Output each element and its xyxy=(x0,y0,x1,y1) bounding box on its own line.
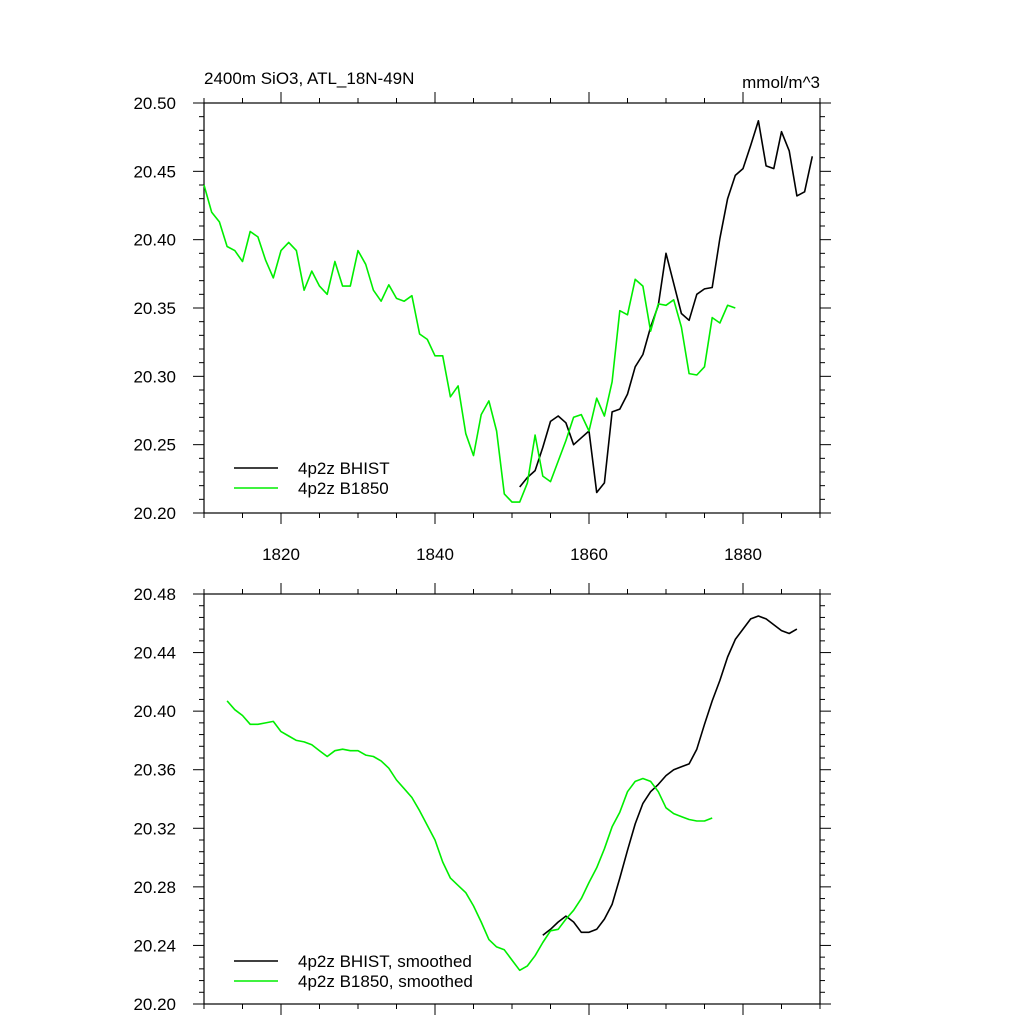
bottom-ytick-label-2: 20.28 xyxy=(133,878,176,897)
top-ytick-label-4: 20.40 xyxy=(133,231,176,250)
bottom-ytick-label-6: 20.44 xyxy=(133,644,176,663)
top-ytick-label-0: 20.20 xyxy=(133,504,176,523)
bottom-ytick-label-4: 20.36 xyxy=(133,761,176,780)
top-xtick-label-1860: 1860 xyxy=(570,545,608,564)
top-xtick-label-1820: 1820 xyxy=(262,545,300,564)
top-ytick-label-3: 20.35 xyxy=(133,299,176,318)
bottom-series-1-line xyxy=(226,700,713,972)
top-ytick-label-2: 20.30 xyxy=(133,367,176,386)
top-xtick-label-1840: 1840 xyxy=(416,545,454,564)
top-legend-label-1: 4p2z B1850 xyxy=(298,479,389,498)
bottom-series-0-line xyxy=(542,615,798,936)
bottom-legend-label-0: 4p2z BHIST, smoothed xyxy=(298,952,472,971)
top-series xyxy=(203,120,814,503)
top-plot-frame xyxy=(203,102,821,514)
top-ytick-label-1: 20.25 xyxy=(133,436,176,455)
bottom-ytick-label-0: 20.20 xyxy=(133,995,176,1014)
bottom-panel: 20.20 20.24 20.28 20.32 20.36 20.40 20.44 20.48… xyxy=(133,583,831,1015)
top-xtick-label-1880: 1880 xyxy=(724,545,762,564)
top-ytick-label-6: 20.50 xyxy=(133,94,176,113)
bottom-ytick-label-7: 20.48 xyxy=(133,585,176,604)
top-title: 2400m SiO3, ATL_18N-49N xyxy=(204,69,414,88)
top-units: mmol/m^3 xyxy=(742,73,820,92)
top-ytick-label-5: 20.45 xyxy=(133,162,176,181)
bottom-ticks: 20.20 20.24 20.28 20.32 20.36 20.40 20.44 20.48 xyxy=(133,583,831,1015)
bottom-ytick-label-3: 20.32 xyxy=(133,819,176,838)
top-series-1-line xyxy=(203,184,736,503)
top-legend-label-0: 4p2z BHIST xyxy=(298,459,390,478)
top-ticks: 1820 1840 1860 1880 20.20 20.25 20.30 20.35 20.4… xyxy=(133,92,831,564)
bottom-legend-label-1: 4p2z B1850, smoothed xyxy=(298,972,473,991)
top-panel: 2400m SiO3, ATL_18N-49N mmol/m^3 1820 184… xyxy=(133,69,831,564)
bottom-ytick-label-5: 20.40 xyxy=(133,702,176,721)
top-series-0-line xyxy=(519,120,814,494)
bottom-ytick-label-1: 20.24 xyxy=(133,936,176,955)
bottom-series xyxy=(226,615,798,972)
